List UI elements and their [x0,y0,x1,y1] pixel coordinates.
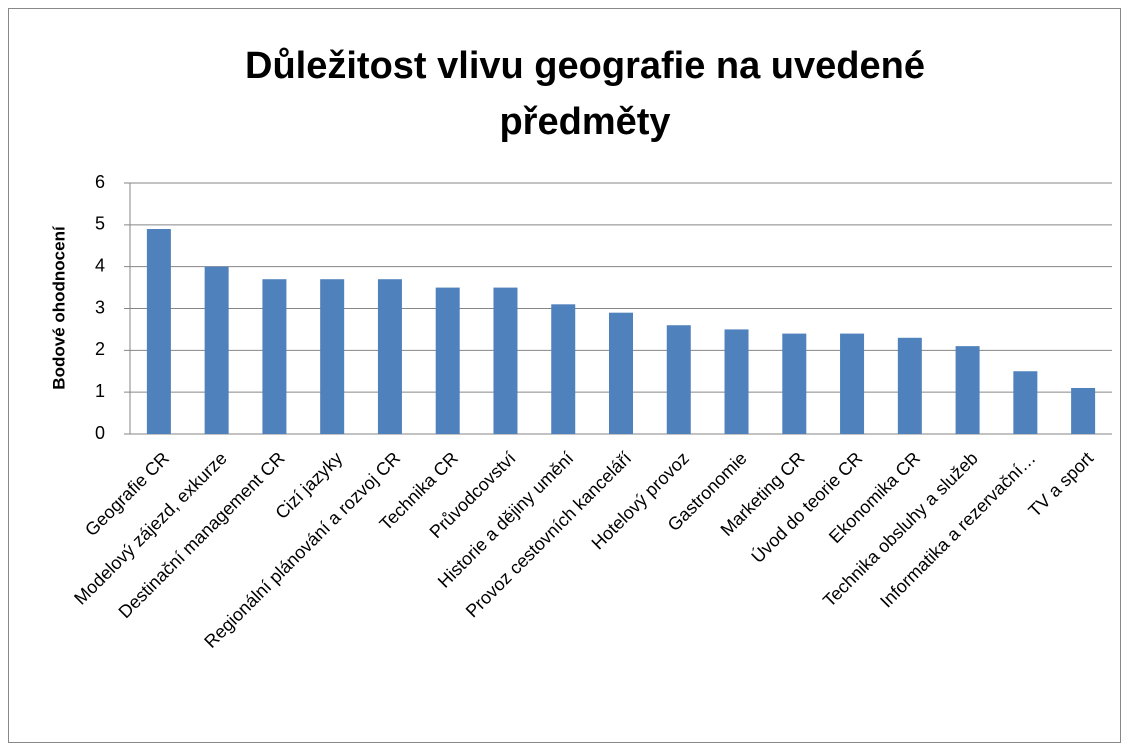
y-tick-label: 5 [95,214,105,234]
y-tick-label: 1 [95,381,105,401]
y-tick-label: 2 [95,339,105,359]
bar [782,333,807,434]
bar [146,229,171,434]
bar [1013,371,1038,434]
bar [204,266,229,434]
bar [1071,387,1096,434]
bar [897,337,922,434]
y-tick-label: 3 [95,297,105,317]
bar [377,279,402,434]
bar [435,287,460,434]
y-tick-label: 4 [95,255,105,275]
y-axis-label: Bodové ohodnocení [49,225,68,390]
bar [840,333,865,434]
bar [320,279,345,434]
bar [666,325,691,434]
bar [551,304,576,434]
chart-title: Důležitost vlivu geografie na uvedené př… [245,45,925,143]
y-tick-label: 0 [95,423,105,443]
bar [724,329,749,434]
y-tick-label: 6 [95,172,105,192]
bar [493,287,518,434]
bar [955,346,980,434]
bar [262,279,287,434]
bar [609,312,633,434]
